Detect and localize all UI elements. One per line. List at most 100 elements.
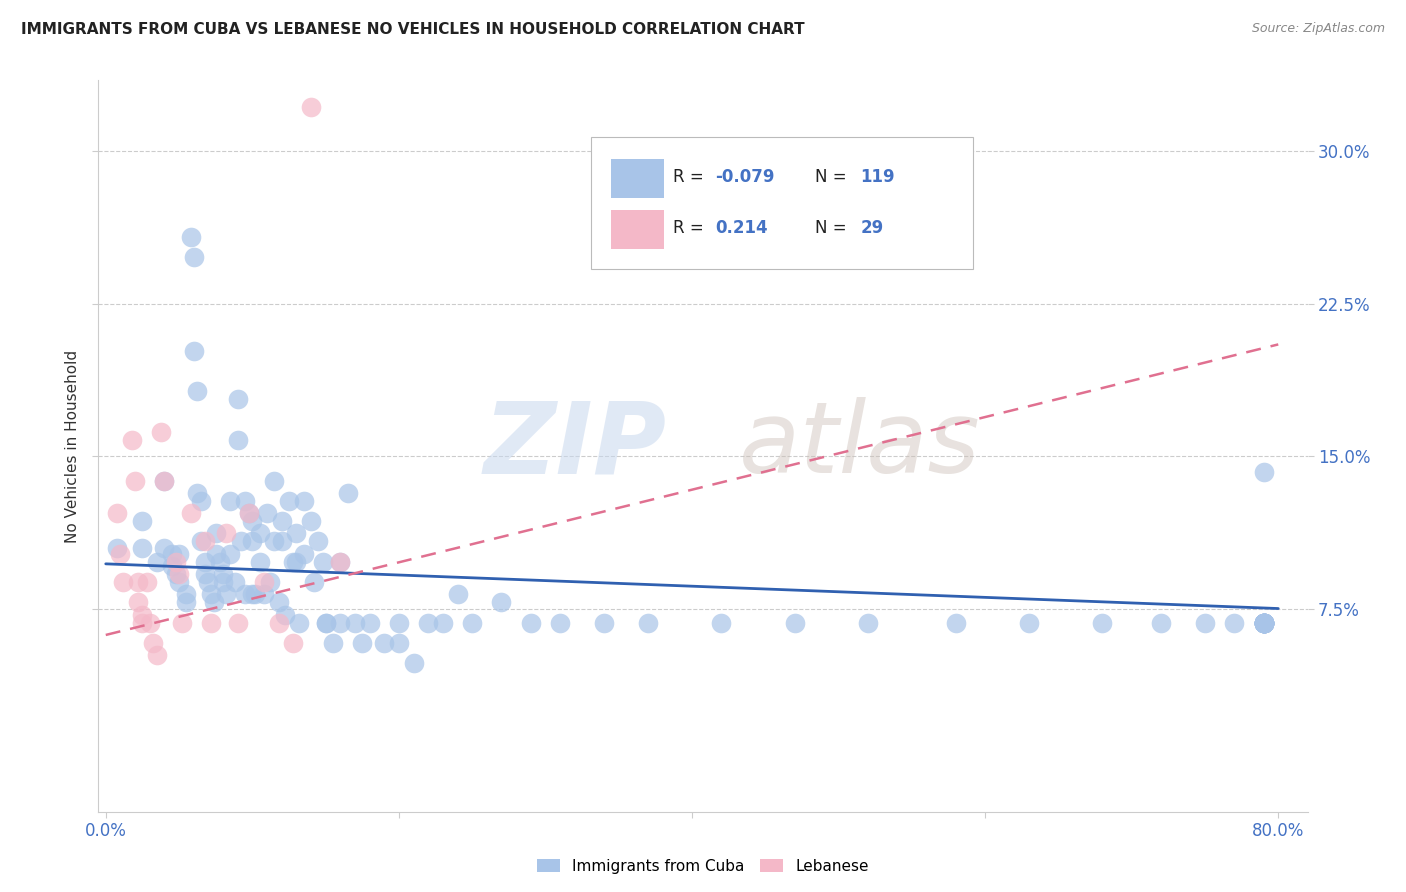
Point bbox=[315, 615, 337, 630]
Point bbox=[1150, 615, 1173, 630]
FancyBboxPatch shape bbox=[612, 210, 664, 249]
Point bbox=[1253, 615, 1275, 630]
Point bbox=[302, 575, 325, 590]
Point bbox=[315, 615, 337, 630]
Point bbox=[153, 541, 176, 555]
Point bbox=[352, 636, 374, 650]
Point bbox=[285, 555, 308, 569]
Point bbox=[238, 506, 260, 520]
Point bbox=[1091, 615, 1114, 630]
Text: atlas: atlas bbox=[740, 398, 981, 494]
Point bbox=[127, 575, 149, 590]
Point bbox=[160, 558, 183, 573]
Point bbox=[311, 555, 333, 569]
Point bbox=[167, 575, 190, 590]
Point bbox=[131, 615, 153, 630]
Point bbox=[138, 615, 160, 630]
Point bbox=[1253, 615, 1275, 630]
Point bbox=[1253, 615, 1275, 630]
Point bbox=[183, 250, 205, 264]
Point bbox=[292, 547, 315, 561]
Point bbox=[270, 534, 292, 549]
Point bbox=[200, 587, 222, 601]
Point bbox=[322, 636, 344, 650]
Point bbox=[637, 615, 659, 630]
Point bbox=[299, 100, 322, 114]
Point bbox=[292, 494, 315, 508]
Point bbox=[107, 541, 129, 555]
Point bbox=[288, 615, 311, 630]
Point bbox=[202, 595, 225, 609]
Point bbox=[142, 636, 165, 650]
Point bbox=[432, 615, 454, 630]
Point bbox=[329, 615, 352, 630]
Point bbox=[226, 433, 249, 447]
Point bbox=[190, 494, 212, 508]
Point bbox=[418, 615, 440, 630]
Point bbox=[186, 485, 208, 500]
Point bbox=[240, 587, 263, 601]
Point bbox=[226, 392, 249, 407]
Point bbox=[343, 615, 366, 630]
Point bbox=[373, 636, 395, 650]
Y-axis label: No Vehicles in Household: No Vehicles in Household bbox=[65, 350, 80, 542]
Text: 29: 29 bbox=[860, 219, 883, 237]
Text: N =: N = bbox=[815, 219, 852, 237]
Point bbox=[124, 474, 146, 488]
Point bbox=[1253, 615, 1275, 630]
Point bbox=[229, 534, 252, 549]
Point bbox=[1018, 615, 1040, 630]
Point bbox=[127, 595, 149, 609]
Point bbox=[263, 474, 285, 488]
Point bbox=[253, 587, 276, 601]
Point bbox=[146, 555, 169, 569]
Point bbox=[491, 595, 513, 609]
Point bbox=[165, 567, 187, 582]
Point bbox=[167, 567, 190, 582]
Point bbox=[856, 615, 879, 630]
Point bbox=[170, 615, 193, 630]
Point bbox=[1253, 615, 1275, 630]
Point bbox=[153, 474, 176, 488]
Point bbox=[146, 648, 169, 663]
Point bbox=[249, 526, 271, 541]
Point bbox=[329, 555, 352, 569]
Point bbox=[1223, 615, 1246, 630]
Point bbox=[131, 514, 153, 528]
Point bbox=[224, 575, 246, 590]
Text: Source: ZipAtlas.com: Source: ZipAtlas.com bbox=[1251, 22, 1385, 36]
Point bbox=[1253, 615, 1275, 630]
Point bbox=[150, 425, 173, 439]
Point bbox=[131, 607, 153, 622]
Point bbox=[238, 506, 260, 520]
Point bbox=[446, 587, 468, 601]
Point bbox=[249, 555, 271, 569]
Point bbox=[336, 485, 359, 500]
Point bbox=[402, 657, 425, 671]
Point bbox=[215, 526, 238, 541]
Point bbox=[240, 514, 263, 528]
Point bbox=[226, 615, 249, 630]
Point bbox=[299, 514, 322, 528]
Text: IMMIGRANTS FROM CUBA VS LEBANESE NO VEHICLES IN HOUSEHOLD CORRELATION CHART: IMMIGRANTS FROM CUBA VS LEBANESE NO VEHI… bbox=[21, 22, 804, 37]
Point bbox=[307, 534, 329, 549]
Point bbox=[270, 514, 292, 528]
Point bbox=[1253, 466, 1275, 480]
Point bbox=[273, 607, 295, 622]
Point bbox=[263, 534, 285, 549]
Point bbox=[110, 547, 132, 561]
Point bbox=[219, 547, 242, 561]
Point bbox=[283, 636, 305, 650]
Point bbox=[190, 534, 212, 549]
Point bbox=[1253, 615, 1275, 630]
Text: N =: N = bbox=[815, 168, 852, 186]
Point bbox=[186, 384, 208, 399]
Point bbox=[945, 615, 967, 630]
Point bbox=[593, 615, 616, 630]
Point bbox=[359, 615, 381, 630]
Point bbox=[233, 494, 256, 508]
Point bbox=[153, 474, 176, 488]
Point bbox=[1253, 615, 1275, 630]
Point bbox=[107, 506, 129, 520]
Point bbox=[112, 575, 135, 590]
